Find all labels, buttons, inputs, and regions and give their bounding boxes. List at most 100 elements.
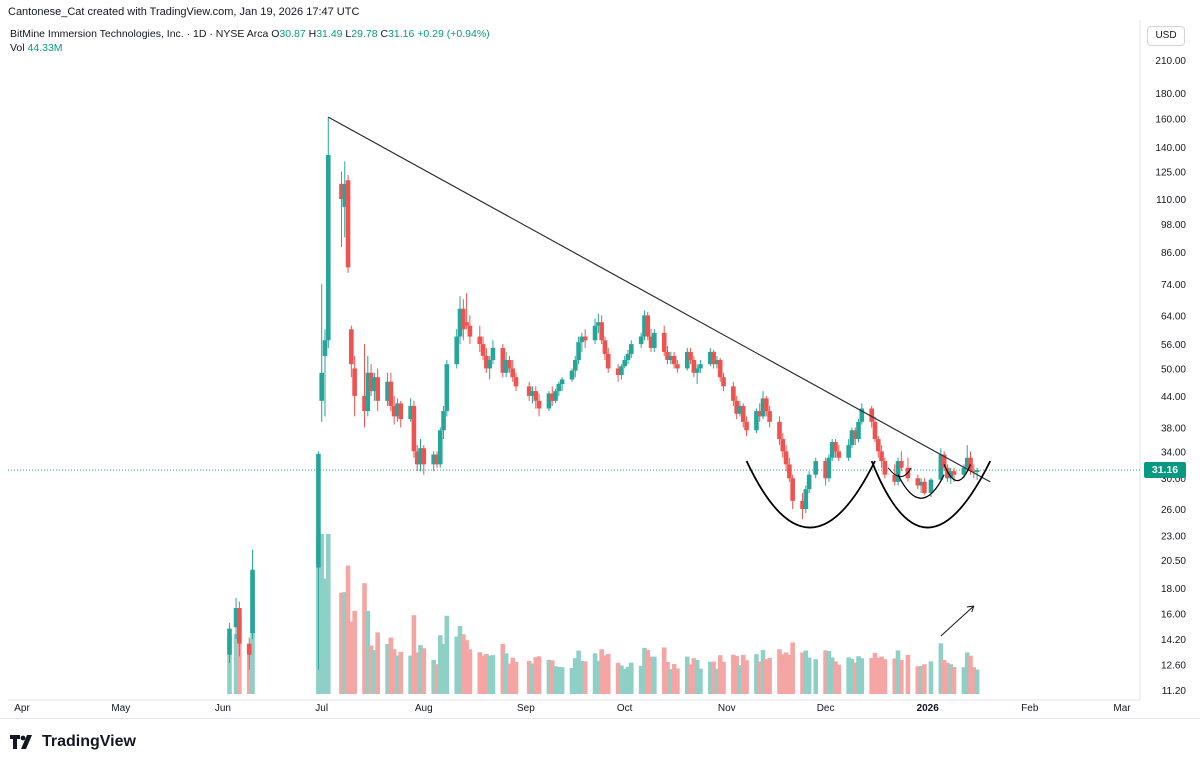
last-price-tag: 31.16 <box>1144 462 1186 478</box>
volume-bar <box>325 534 331 694</box>
candle-body <box>526 386 532 396</box>
volume-bar <box>582 661 588 694</box>
volume-bar <box>971 667 977 694</box>
candle-body <box>928 479 934 494</box>
y-tick-label: 210.00 <box>1155 56 1186 67</box>
volume-bar <box>484 653 489 694</box>
candle-body <box>859 408 865 422</box>
candle-body <box>576 342 581 361</box>
candle-body <box>829 442 835 458</box>
candle-body <box>846 445 851 458</box>
candle-body <box>787 464 792 479</box>
candle-body <box>345 180 351 268</box>
candle-body <box>362 395 367 412</box>
price-chart[interactable]: 210.00 180.00 160.00 140.00 125.00 110.00 98.0… <box>0 0 1200 718</box>
volume-bar <box>227 635 232 694</box>
footer-bar: TradingView <box>0 718 1200 767</box>
candle-body <box>800 500 805 509</box>
y-tick-label: 64.00 <box>1161 311 1186 322</box>
volume-bar <box>342 592 348 694</box>
candle-body <box>559 379 565 385</box>
volume-bar <box>615 662 621 694</box>
high-label: H <box>308 28 317 40</box>
candle-body <box>754 411 759 431</box>
candle-body <box>342 183 348 207</box>
volume-bar <box>345 565 351 694</box>
small-cup-arc <box>897 474 945 499</box>
candle-body <box>688 351 693 361</box>
volume-bar <box>711 661 716 694</box>
candle-body <box>319 372 325 401</box>
candle-body <box>872 421 878 440</box>
volume-bar <box>619 665 624 694</box>
candle-body <box>974 470 980 473</box>
candle-body <box>388 381 394 406</box>
candle-body <box>852 430 858 440</box>
candle-body <box>652 332 657 348</box>
volume-bar <box>556 666 562 694</box>
volume-bar <box>503 653 509 694</box>
candle-body <box>339 183 344 199</box>
volume-bar <box>546 659 552 694</box>
candle-body <box>813 461 819 475</box>
volume-bar <box>760 650 766 694</box>
candle-body <box>760 398 766 417</box>
candle-body <box>480 344 486 356</box>
volume-bar <box>813 659 819 694</box>
candle-body <box>536 400 542 409</box>
volume-bar <box>602 655 608 694</box>
candle-body <box>372 377 377 392</box>
volume-bar <box>368 645 374 694</box>
candle-body <box>892 474 898 482</box>
change-value: +0.29 (+0.94%) <box>417 28 490 40</box>
handle-arc <box>943 464 972 482</box>
volume-bar <box>941 659 947 694</box>
candle-body <box>833 442 838 452</box>
volume-bar <box>385 643 390 694</box>
y-tick-label: 18.00 <box>1161 584 1186 595</box>
candle-body <box>391 405 397 417</box>
candle-body <box>740 405 746 422</box>
candle-body <box>806 474 812 490</box>
volume-bar <box>418 645 423 694</box>
x-tick-label: Oct <box>617 703 633 714</box>
volume-bar <box>875 657 881 694</box>
candle-body <box>971 471 977 473</box>
candle-body <box>549 393 555 401</box>
brand-name: TradingView <box>42 733 136 750</box>
candle-body <box>507 360 512 369</box>
tradingview-logo[interactable]: TradingView <box>10 733 136 751</box>
candle-body <box>918 481 924 486</box>
volume-bar <box>444 615 450 694</box>
volume-bar <box>513 661 519 694</box>
x-tick-label: May <box>111 703 130 714</box>
volume-bar <box>645 649 651 694</box>
volume-bar <box>777 649 782 694</box>
volume-bar <box>510 657 516 694</box>
volume-bar <box>339 592 344 694</box>
candle-body <box>856 421 861 440</box>
y-tick-label: 140.00 <box>1155 143 1186 154</box>
y-tick-label: 110.00 <box>1156 195 1186 206</box>
volume-bar <box>572 658 578 694</box>
open-value: 30.87 <box>279 28 306 40</box>
volume-bar <box>859 658 865 694</box>
candle-body <box>714 360 720 365</box>
candle-body <box>622 360 627 367</box>
close-label: C <box>380 28 389 40</box>
candle-body <box>875 439 881 452</box>
candle-body <box>691 360 697 373</box>
volume-bar <box>464 640 469 694</box>
currency-button[interactable]: USD <box>1147 26 1185 46</box>
volume-bar <box>441 643 446 694</box>
candle-body <box>467 325 473 337</box>
symbol-legend: BitMine Immersion Technologies, Inc. · 1… <box>10 28 490 40</box>
candle-body <box>671 355 677 365</box>
candle-body <box>237 608 242 644</box>
volume-bar <box>533 657 539 694</box>
volume-bar <box>671 663 677 694</box>
candle-body <box>352 368 357 396</box>
candle-body <box>579 336 585 343</box>
candle-body <box>665 351 670 361</box>
y-tick-label: 23.00 <box>1161 531 1186 542</box>
